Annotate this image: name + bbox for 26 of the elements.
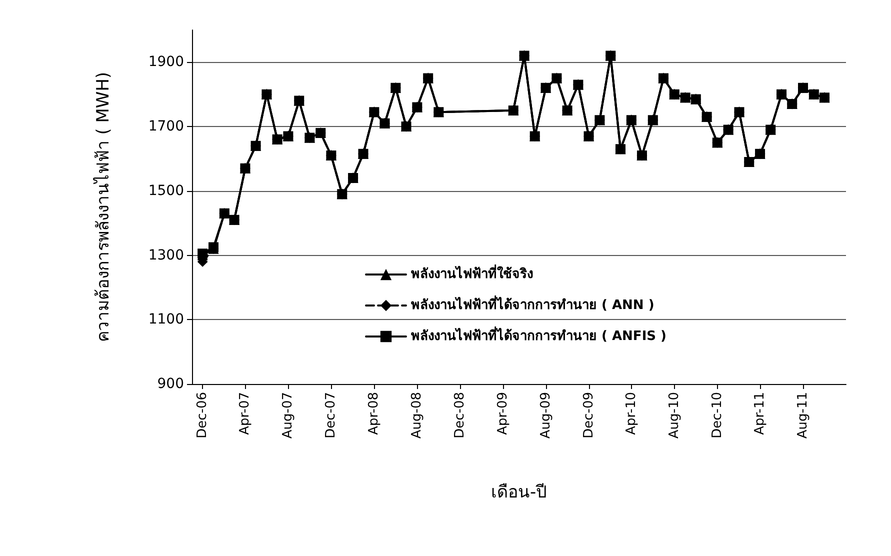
y-tick-label: 1300 xyxy=(148,247,184,264)
legend-label: พลังงานไฟฟ้าที่ใช้จริง xyxy=(411,264,533,282)
x-tick-label: Apr-08 xyxy=(366,392,382,435)
x-tick-label: Aug-10 xyxy=(666,392,682,439)
y-tick-label: 1900 xyxy=(148,54,184,70)
x-tick-label: Dec-09 xyxy=(581,392,596,438)
y-tick-label: 1700 xyxy=(148,118,184,135)
x-tick-label: Aug-08 xyxy=(410,392,425,439)
x-tick-label: Aug-09 xyxy=(538,392,554,439)
x-tick-label: Apr-07 xyxy=(238,392,253,435)
y-axis-title: ความต้องการพลังงานไฟฟ้า ( MWH) xyxy=(92,72,114,342)
x-tick-label: Aug-07 xyxy=(280,392,296,439)
x-tick-label: Dec-06 xyxy=(195,392,210,438)
x-axis-title: เดือน-ปี xyxy=(490,482,548,502)
x-tick-label: Apr-11 xyxy=(752,392,768,435)
y-tick-label: 1100 xyxy=(148,312,184,328)
y-tick-label: 1500 xyxy=(148,182,184,199)
legend-label: พลังงานไฟฟ้าที่ได้จากการทำนาย ( ANN ) xyxy=(411,295,654,313)
x-tick-label: Apr-10 xyxy=(624,392,639,435)
x-tick-label: Dec-08 xyxy=(452,392,468,438)
x-tick-label: Apr-09 xyxy=(495,392,510,435)
x-tick-label: Dec-07 xyxy=(324,392,339,438)
x-tick-label: Aug-11 xyxy=(796,392,811,439)
x-tick-label: Dec-10 xyxy=(710,392,725,438)
y-tick-label: 900 xyxy=(157,376,184,392)
legend-label: พลังงานไฟฟ้าที่ได้จากการทำนาย ( ANFIS ) xyxy=(411,326,666,344)
